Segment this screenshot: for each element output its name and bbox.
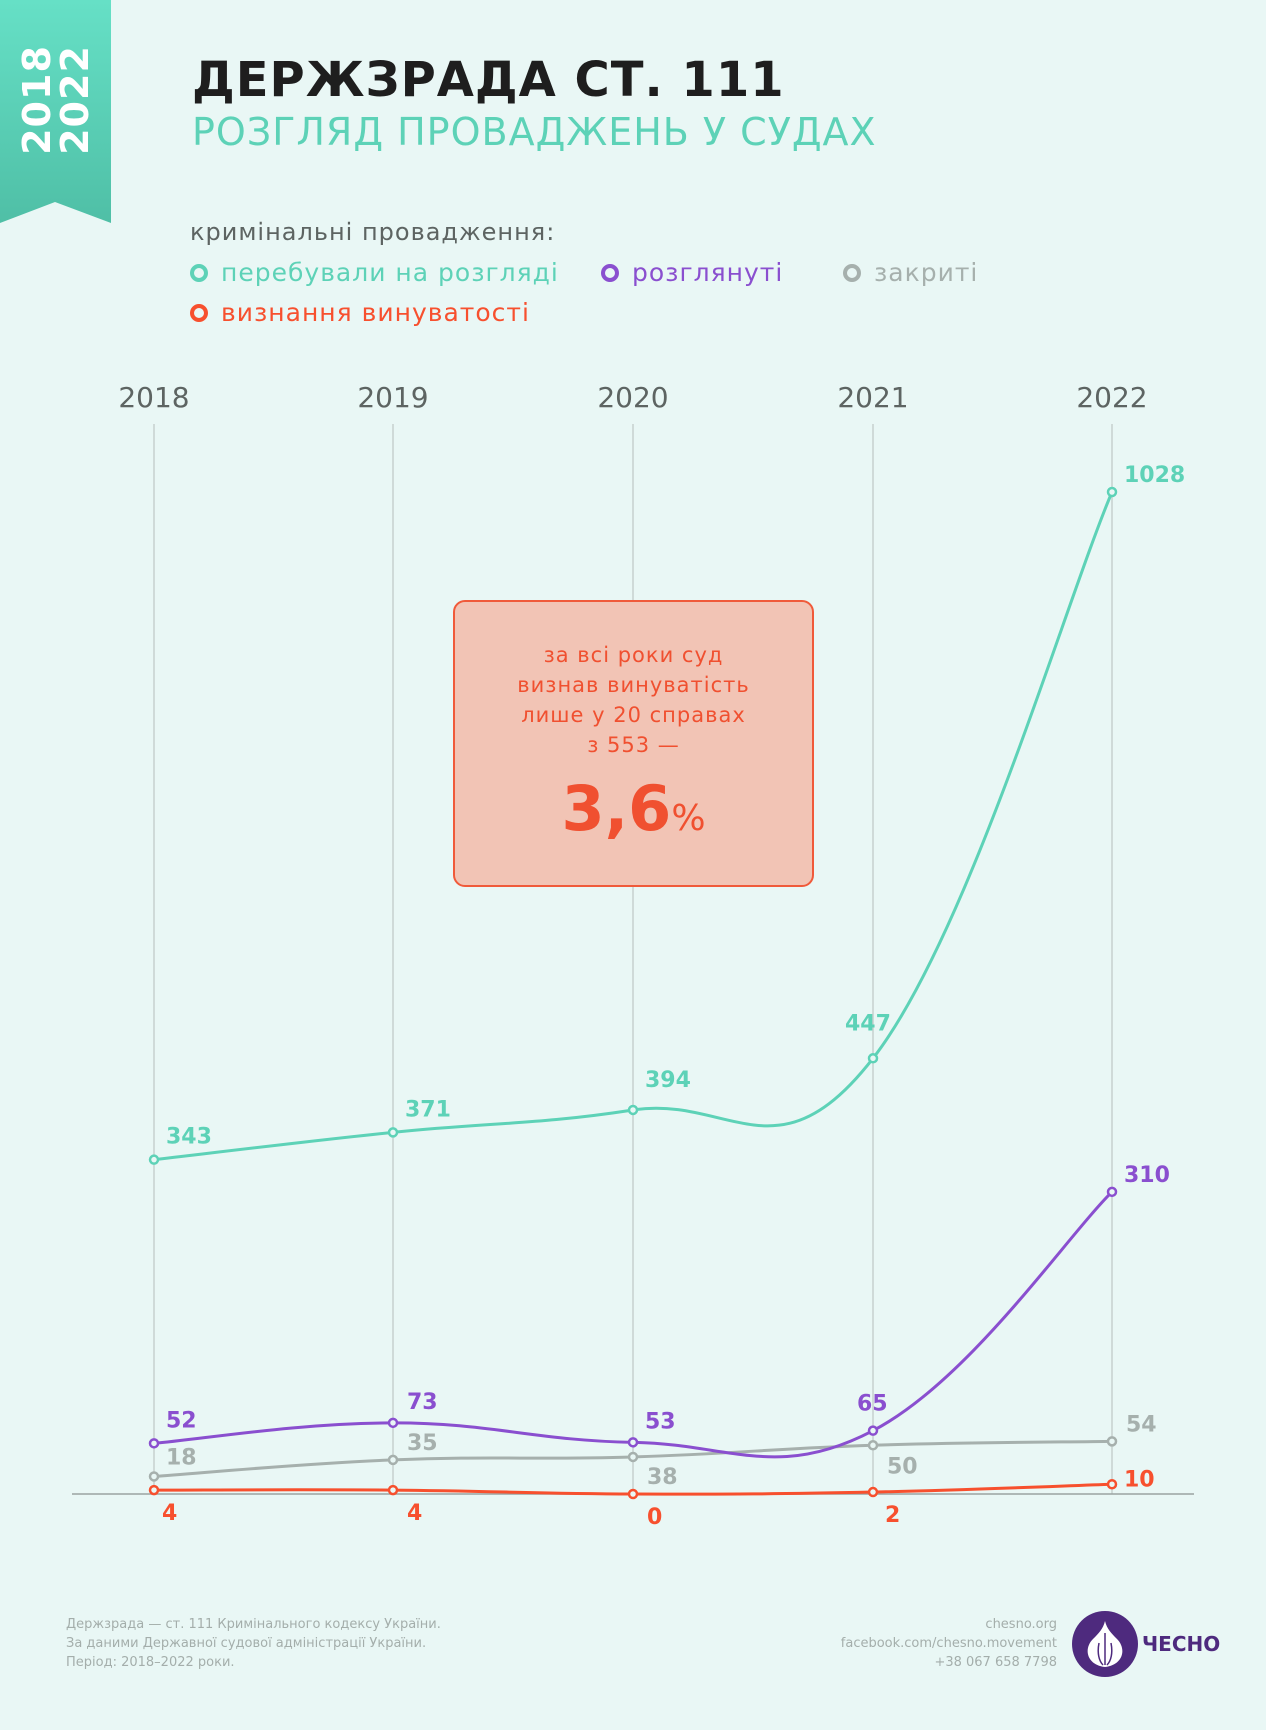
data-point xyxy=(148,1154,160,1165)
summary-callout: за всі роки суд визнав винуватість лише у … xyxy=(453,600,814,887)
data-point xyxy=(387,1127,399,1138)
data-label: 73 xyxy=(407,1390,438,1415)
footer-contacts: chesno.org facebook.com/chesno.movement … xyxy=(841,1615,1057,1672)
footer-note: Період: 2018–2022 роки. xyxy=(66,1655,235,1670)
circle-marker-icon xyxy=(190,263,208,282)
circle-marker-icon xyxy=(601,263,619,282)
data-label: 4 xyxy=(407,1501,422,1526)
data-label: 1028 xyxy=(1124,463,1185,488)
data-point xyxy=(148,1484,160,1496)
data-label: 310 xyxy=(1124,1163,1170,1188)
legend-item-pending: перебували на розгляді xyxy=(190,258,559,287)
footer-notes: Держзрада — ст. 111 Кримінального кодекс… xyxy=(66,1615,441,1672)
page-subtitle: РОЗГЛЯД ПРОВАДЖЕНЬ У СУДАХ xyxy=(192,110,877,154)
data-point xyxy=(867,1053,879,1064)
data-label: 0 xyxy=(647,1505,662,1530)
year-tick-label: 2021 xyxy=(837,381,908,414)
legend-label: визнання винуватості xyxy=(221,298,530,327)
data-point xyxy=(1106,1479,1118,1490)
callout-line: за всі роки суд xyxy=(543,643,724,667)
data-label: 50 xyxy=(887,1454,918,1479)
data-point xyxy=(867,1425,879,1436)
data-label: 394 xyxy=(645,1068,691,1093)
legend-title: кримінальні провадження: xyxy=(190,218,556,246)
series-line xyxy=(153,491,1114,1162)
year-tick-label: 2022 xyxy=(1076,381,1147,414)
website-link[interactable]: chesno.org xyxy=(985,1617,1057,1632)
legend-label: перебували на розгляді xyxy=(221,258,559,287)
data-point xyxy=(627,1488,639,1500)
data-point xyxy=(1106,1436,1118,1447)
callout-unit: % xyxy=(671,798,706,839)
legend-item-closed: закриті xyxy=(843,258,978,287)
data-point xyxy=(627,1437,639,1448)
chesno-logo-icon xyxy=(1072,1611,1138,1677)
data-label: 4 xyxy=(162,1501,177,1526)
facebook-link[interactable]: facebook.com/chesno.movement xyxy=(840,1636,1057,1651)
legend-label: розглянуті xyxy=(632,258,784,287)
series-line xyxy=(153,1190,1114,1459)
circle-marker-icon xyxy=(843,263,861,282)
data-label: 53 xyxy=(645,1409,676,1434)
legend-item-reviewed: розглянуті xyxy=(601,258,783,287)
logo-text: ЧЕСНО xyxy=(1142,1632,1221,1656)
year-tick-label: 2018 xyxy=(118,381,189,414)
callout-line: з 553 — xyxy=(587,733,680,757)
phone-number: +38 067 658 7798 xyxy=(934,1655,1057,1670)
data-point xyxy=(148,1471,160,1482)
data-point xyxy=(387,1484,399,1496)
data-label: 343 xyxy=(166,1125,212,1150)
data-label: 54 xyxy=(1126,1412,1157,1437)
data-label: 371 xyxy=(405,1097,451,1122)
data-point xyxy=(1106,1186,1118,1198)
data-point xyxy=(387,1417,399,1429)
data-point xyxy=(387,1454,399,1466)
legend-label: закриті xyxy=(874,258,979,287)
callout-value: 3,6 xyxy=(561,772,672,845)
footer-note: Держзрада — ст. 111 Кримінального кодекс… xyxy=(66,1617,441,1632)
year-ribbon xyxy=(0,0,111,223)
page-title: ДЕРЖЗРАДА СТ. 111 xyxy=(192,52,785,108)
data-label: 35 xyxy=(407,1431,438,1456)
footer-note: За даними Державної судової адміністраці… xyxy=(66,1636,427,1651)
data-label: 18 xyxy=(166,1445,197,1470)
data-label: 65 xyxy=(857,1392,888,1417)
data-label: 10 xyxy=(1124,1467,1155,1492)
callout-line: лише у 20 справах xyxy=(521,703,746,727)
data-label: 38 xyxy=(647,1465,678,1490)
year-tick-label: 2019 xyxy=(357,381,428,414)
data-point xyxy=(867,1486,879,1498)
year-tick-label: 2020 xyxy=(597,381,668,414)
data-label: 2 xyxy=(885,1503,900,1528)
callout-line: визнав винуватість xyxy=(517,673,750,697)
data-point xyxy=(148,1438,160,1449)
data-label: 52 xyxy=(166,1408,197,1433)
data-point xyxy=(627,1104,639,1116)
data-point xyxy=(867,1440,879,1451)
data-label: 447 xyxy=(845,1011,891,1036)
data-point xyxy=(627,1451,639,1463)
legend-item-guilty: визнання винуватості xyxy=(190,298,530,327)
circle-marker-icon xyxy=(190,303,208,322)
data-point xyxy=(1106,486,1118,498)
